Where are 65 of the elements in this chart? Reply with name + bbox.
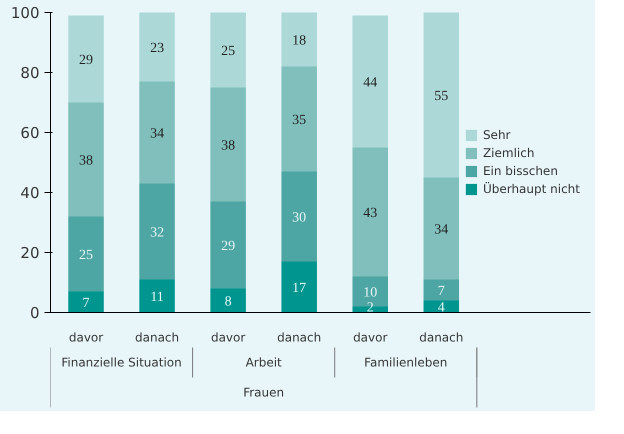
bar <box>139 184 175 280</box>
legend-label: Sehr <box>482 128 510 142</box>
data-label: 7 <box>438 284 445 299</box>
bar <box>352 16 388 148</box>
data-label: 38 <box>221 138 236 154</box>
y-tick-label: 40 <box>20 184 40 202</box>
data-label: 17 <box>292 281 306 296</box>
x-tick-label: davor <box>68 330 104 344</box>
data-label: 2 <box>366 300 374 316</box>
data-label: 38 <box>79 154 94 168</box>
bar <box>210 202 246 288</box>
data-label: 34 <box>150 126 164 142</box>
bar <box>210 12 246 88</box>
data-label: 32 <box>150 226 164 240</box>
bar <box>281 66 317 172</box>
data-label: 25 <box>221 44 236 59</box>
text: Frauen <box>243 386 284 400</box>
data-label: 23 <box>150 41 164 56</box>
x-tick-label: davor <box>353 330 388 344</box>
data-label: 8 <box>224 294 232 310</box>
bar <box>139 12 175 82</box>
bar <box>68 292 104 312</box>
data-label: 35 <box>292 113 306 128</box>
data-label: 25 <box>79 248 94 263</box>
legend-label: Ziemlich <box>482 146 534 160</box>
y-tick-label: 80 <box>20 64 40 82</box>
bar <box>424 12 460 178</box>
bar <box>281 12 317 66</box>
bar <box>68 102 104 216</box>
data-label: 11 <box>150 290 164 305</box>
x-tick-label: danach <box>277 330 322 344</box>
data-label: 10 <box>363 286 378 300</box>
data-label: 4 <box>438 300 445 316</box>
bar <box>139 82 175 184</box>
data-label: 43 <box>363 206 378 221</box>
bar <box>210 288 246 312</box>
x-tick-label: danach <box>135 330 180 344</box>
x-tick-label: davor <box>210 330 246 344</box>
bar <box>139 280 175 312</box>
text: Familienleben <box>364 356 448 370</box>
bar <box>210 88 246 202</box>
data-label: 34 <box>434 222 448 238</box>
legend-label: Überhaupt nicht <box>482 182 580 196</box>
y-tick-label: 60 <box>20 124 40 142</box>
y-tick-label: 0 <box>30 304 40 322</box>
bar <box>281 172 317 262</box>
x-tick-label: danach <box>419 330 464 344</box>
bar <box>68 16 104 102</box>
y-tick-label: 20 <box>20 244 40 262</box>
y-tick-label: 100 <box>10 4 40 22</box>
data-label: 18 <box>292 34 306 48</box>
bar <box>68 216 104 292</box>
bar <box>424 280 460 300</box>
data-label: 55 <box>434 89 448 104</box>
bar <box>352 148 388 276</box>
bar <box>424 178 460 280</box>
legend-label: Ein bisschen <box>482 164 558 178</box>
bar <box>281 262 317 312</box>
data-label: 7 <box>82 296 90 311</box>
data-label: 29 <box>221 239 236 254</box>
text: Finanzielle Situation <box>61 356 182 370</box>
data-label: 30 <box>292 210 306 226</box>
data-label: 44 <box>363 76 378 90</box>
text: Arbeit <box>246 356 282 370</box>
data-label: 29 <box>79 53 94 68</box>
